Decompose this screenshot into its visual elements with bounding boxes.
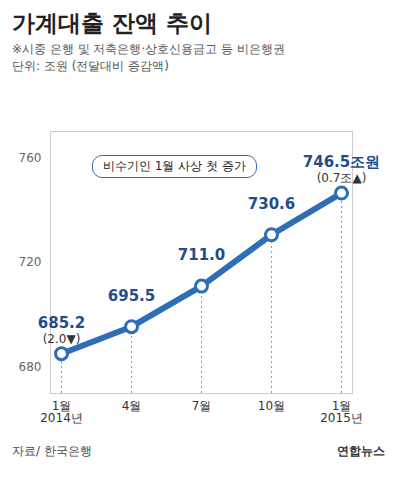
html-text:비수기인 1월 사상 첫 증가: 비수기인 1월 사상 첫 증가: [103, 159, 246, 173]
html-text:※시중 은행 및 저축은행·상호신용금고 등 비은행권: ※시중 은행 및 저축은행·상호신용금고 등 비은행권: [12, 42, 285, 56]
svg-text:711.0: 711.0: [178, 246, 225, 264]
svg-text:695.5: 695.5: [108, 287, 155, 305]
svg-text:680: 680: [19, 360, 42, 374]
html-text:가계대출 잔액 추이: 가계대출 잔액 추이: [12, 10, 212, 36]
svg-text:(0.7조▲): (0.7조▲): [317, 171, 367, 185]
svg-text:1월2015년: 1월2015년: [320, 399, 363, 425]
html-text:자료/ 한국은행: 자료/ 한국은행: [12, 444, 92, 458]
html-text:단위: 조원 (전달대비 증감액): 단위: 조원 (전달대비 증감액): [12, 59, 169, 73]
svg-text:10월: 10월: [258, 399, 285, 413]
svg-text:1월2014년: 1월2014년: [40, 399, 83, 425]
svg-text:4월: 4월: [122, 399, 142, 413]
svg-text:746.5조원: 746.5조원: [303, 153, 380, 171]
svg-text:760: 760: [19, 151, 42, 165]
svg-text:7월: 7월: [192, 399, 212, 413]
svg-text:(2.0▼): (2.0▼): [43, 332, 81, 346]
html-text:연합뉴스: 연합뉴스: [337, 444, 385, 458]
svg-text:720: 720: [19, 255, 42, 269]
svg-text:730.6: 730.6: [248, 195, 295, 213]
svg-text:685.2: 685.2: [38, 314, 85, 332]
